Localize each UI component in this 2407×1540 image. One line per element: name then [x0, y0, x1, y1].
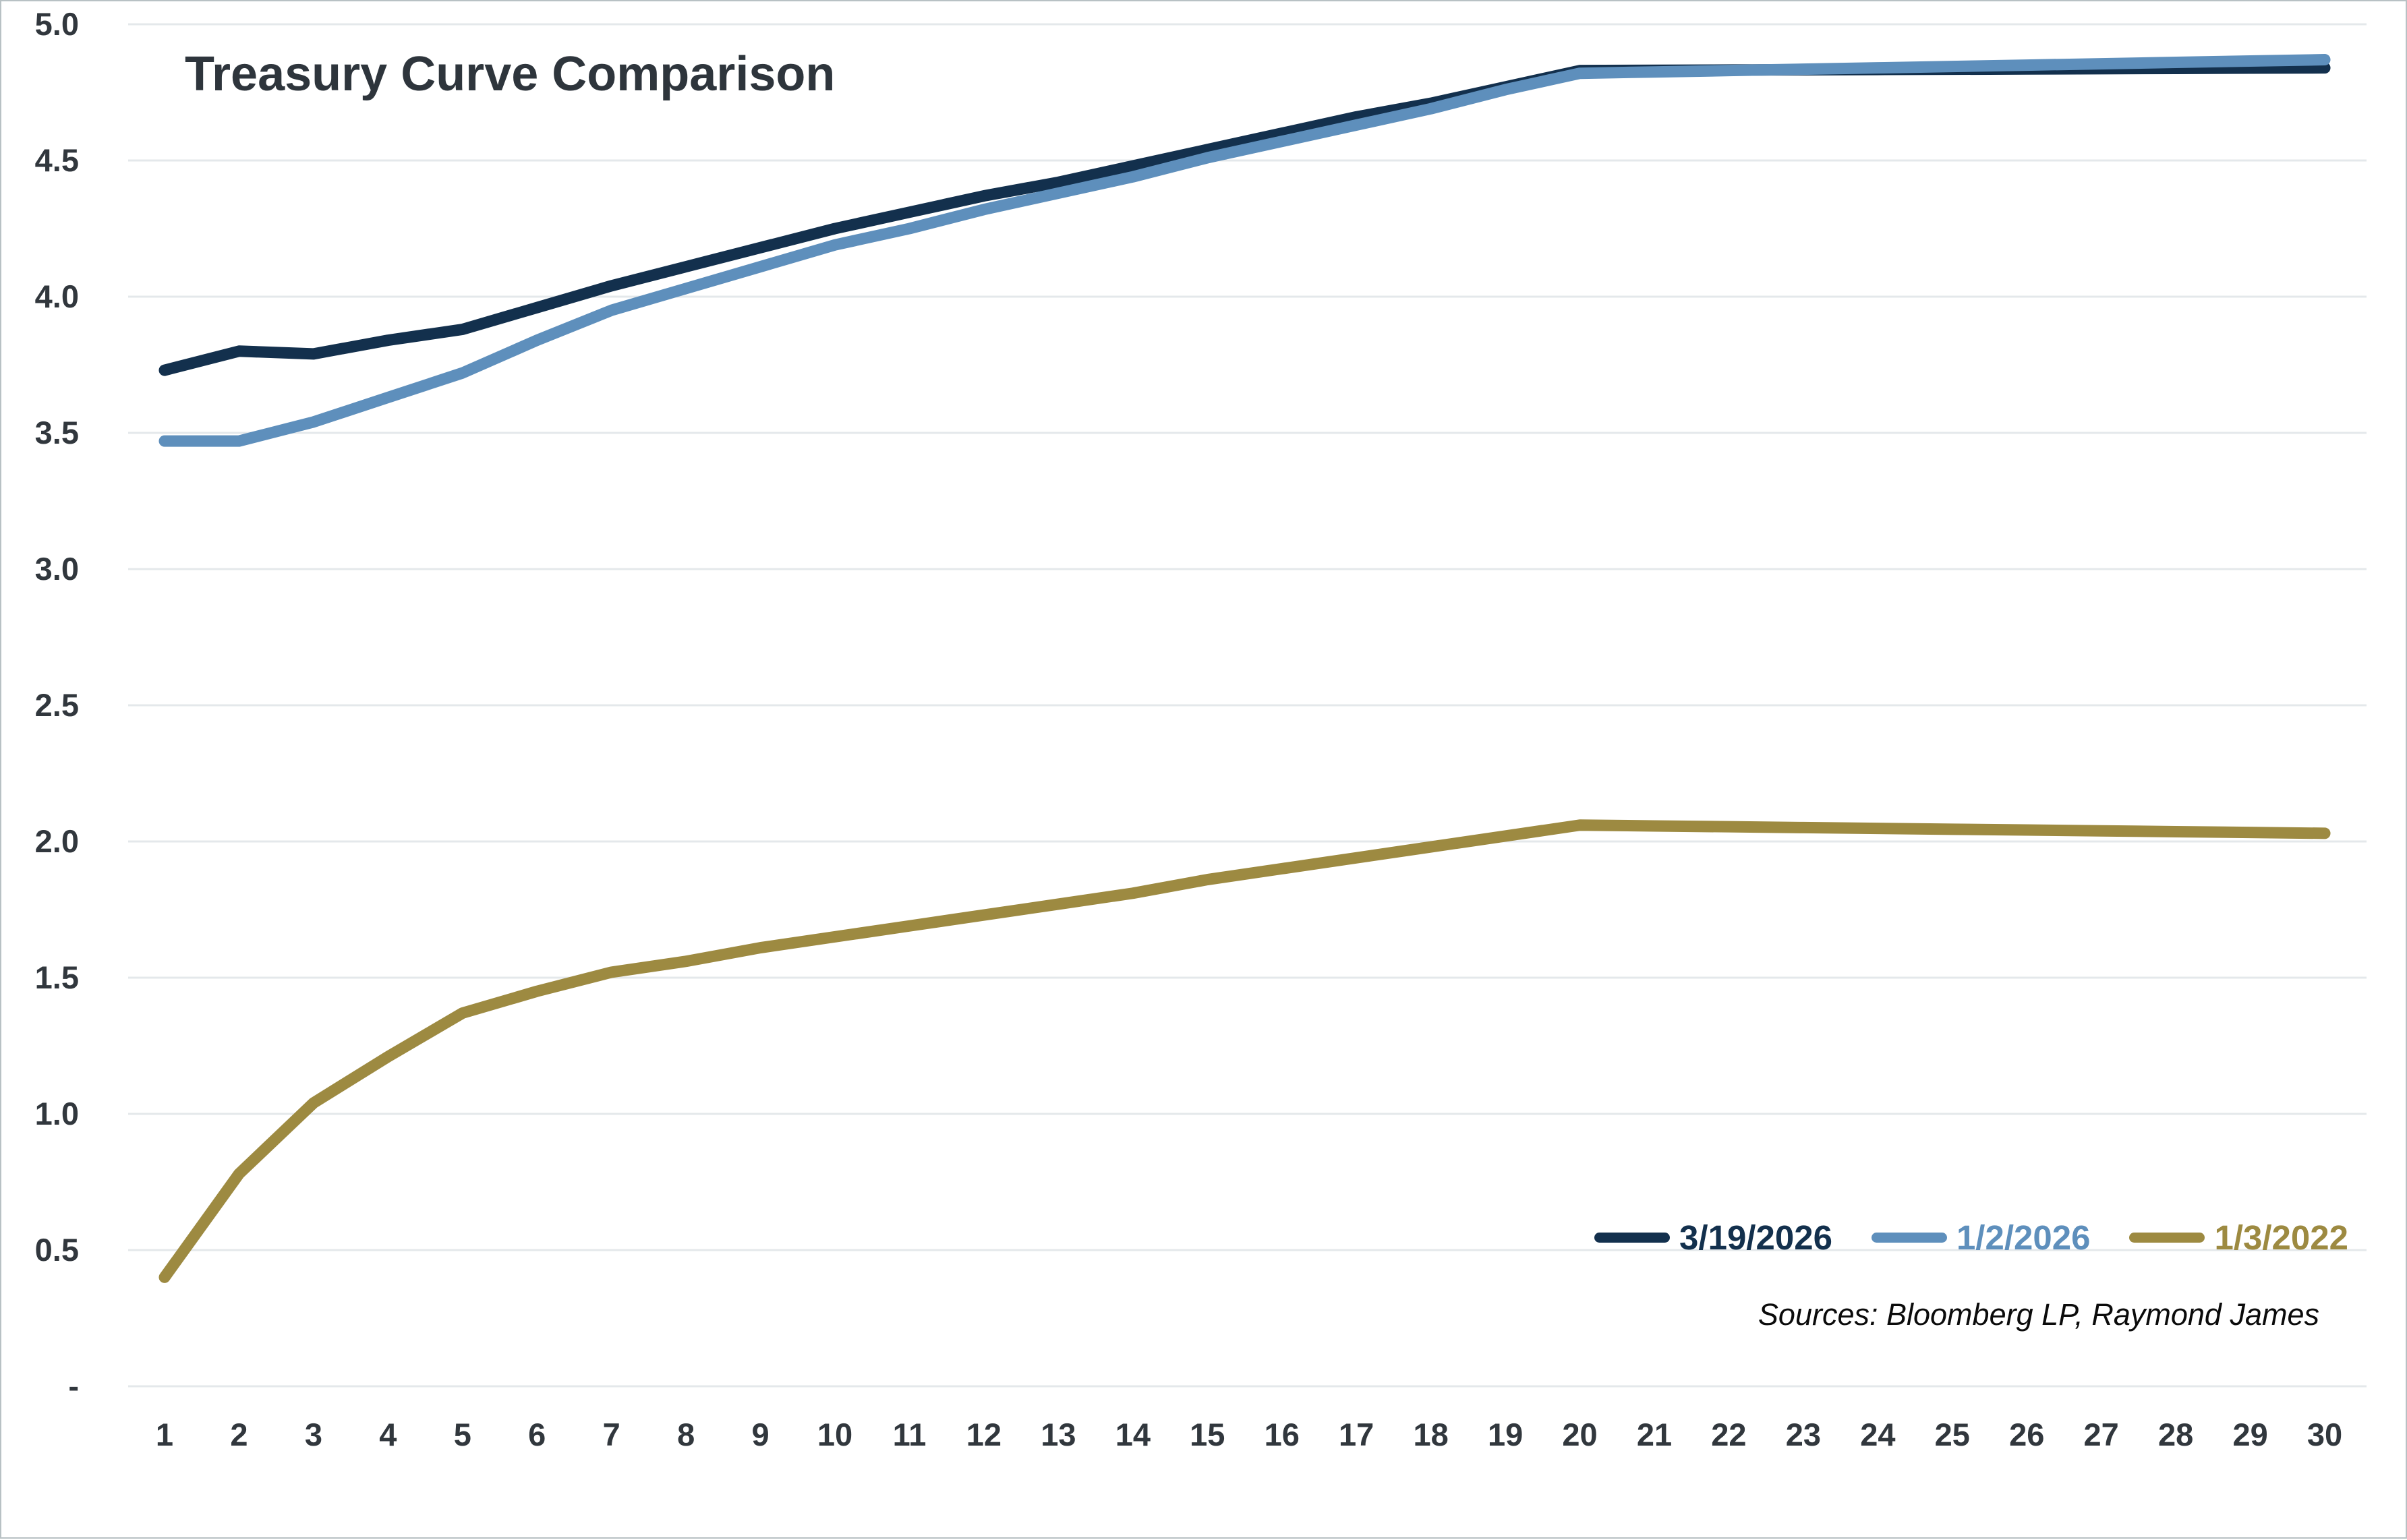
x-tick-label: 19: [1488, 1417, 1523, 1452]
legend-label: 1/3/2022: [2214, 1218, 2348, 1257]
y-tick-label: 4.0: [35, 278, 79, 314]
series-line-3-19-2026: [158, 62, 2331, 376]
y-tick-label: 5.0: [35, 6, 79, 42]
x-tick-label: 8: [677, 1417, 695, 1452]
legend-item: 3/19/2026: [1594, 1218, 1832, 1257]
legend-swatch-1-3-2022: [2129, 1232, 2205, 1243]
x-tick-label: 16: [1265, 1417, 1300, 1452]
x-tick-label: 30: [2307, 1417, 2342, 1452]
legend-label: 3/19/2026: [1679, 1218, 1832, 1257]
x-tick-label: 17: [1339, 1417, 1374, 1452]
series-line-1-3-2022: [158, 819, 2331, 1283]
series-line-1-2-2026: [158, 54, 2331, 447]
legend-item: 1/2/2026: [1871, 1218, 2091, 1257]
x-tick-label: 13: [1041, 1417, 1076, 1452]
x-tick-label: 4: [379, 1417, 397, 1452]
y-tick-label: 1.5: [35, 959, 79, 995]
x-tick-label: 28: [2158, 1417, 2193, 1452]
legend: 3/19/2026 1/2/2026 1/3/2022: [1594, 1215, 2348, 1260]
x-tick-label: 21: [1637, 1417, 1672, 1452]
legend-swatch-3-19-2026: [1594, 1232, 1671, 1243]
x-tick-label: 23: [1786, 1417, 1821, 1452]
y-tick-label: 2.5: [35, 687, 79, 723]
x-tick-label: 6: [528, 1417, 546, 1452]
x-tick-label: 1: [156, 1417, 173, 1452]
x-tick-label: 5: [454, 1417, 471, 1452]
x-tick-label: 25: [1935, 1417, 1970, 1452]
legend-swatch-1-2-2026: [1871, 1232, 1947, 1243]
x-tick-label: 2: [230, 1417, 248, 1452]
x-tick-label: 10: [817, 1417, 852, 1452]
y-tick-label: 3.5: [35, 415, 79, 450]
y-tick-label: 4.5: [35, 142, 79, 178]
sources-note: Sources: Bloomberg LP, Raymond James: [1758, 1297, 2319, 1332]
x-tick-label: 11: [893, 1417, 927, 1452]
gridlines: [128, 23, 2367, 1388]
x-tick-label: 27: [2084, 1417, 2119, 1452]
x-tick-label: 14: [1115, 1417, 1151, 1452]
x-tick-label: 29: [2232, 1417, 2267, 1452]
x-tick-label: 7: [603, 1417, 620, 1452]
x-tick-label: 24: [1860, 1417, 1895, 1452]
x-tick-label: 18: [1414, 1417, 1449, 1452]
series-lines: [158, 54, 2331, 1283]
x-tick-label: 15: [1190, 1417, 1225, 1452]
y-tick-label: 1.0: [35, 1096, 79, 1131]
x-tick-label: 26: [2009, 1417, 2044, 1452]
x-axis-tick-labels: 1 2 3 4 5 6 7 8 9 10 11 12 13 14 15 16 17 18 19 20 21 22 23 24 2…: [156, 1417, 2342, 1452]
x-tick-label: 3: [305, 1417, 322, 1452]
legend-item: 1/3/2022: [2129, 1218, 2348, 1257]
y-tick-label: 3.0: [35, 551, 79, 587]
x-tick-label: 9: [752, 1417, 770, 1452]
legend-label: 1/2/2026: [1956, 1218, 2091, 1257]
x-tick-label: 22: [1711, 1417, 1746, 1452]
y-tick-label: -: [68, 1368, 79, 1404]
chart-title: Treasury Curve Comparison: [185, 47, 835, 101]
y-tick-label: 2.0: [35, 823, 79, 859]
y-axis-tick-labels: - 0.5 1.0 1.5 2.0 2.5 3.0 3.5 4.0 4.5 5.0: [35, 6, 79, 1404]
x-tick-label: 20: [1562, 1417, 1597, 1452]
x-tick-label: 12: [966, 1417, 1002, 1452]
y-tick-label: 0.5: [35, 1232, 79, 1268]
